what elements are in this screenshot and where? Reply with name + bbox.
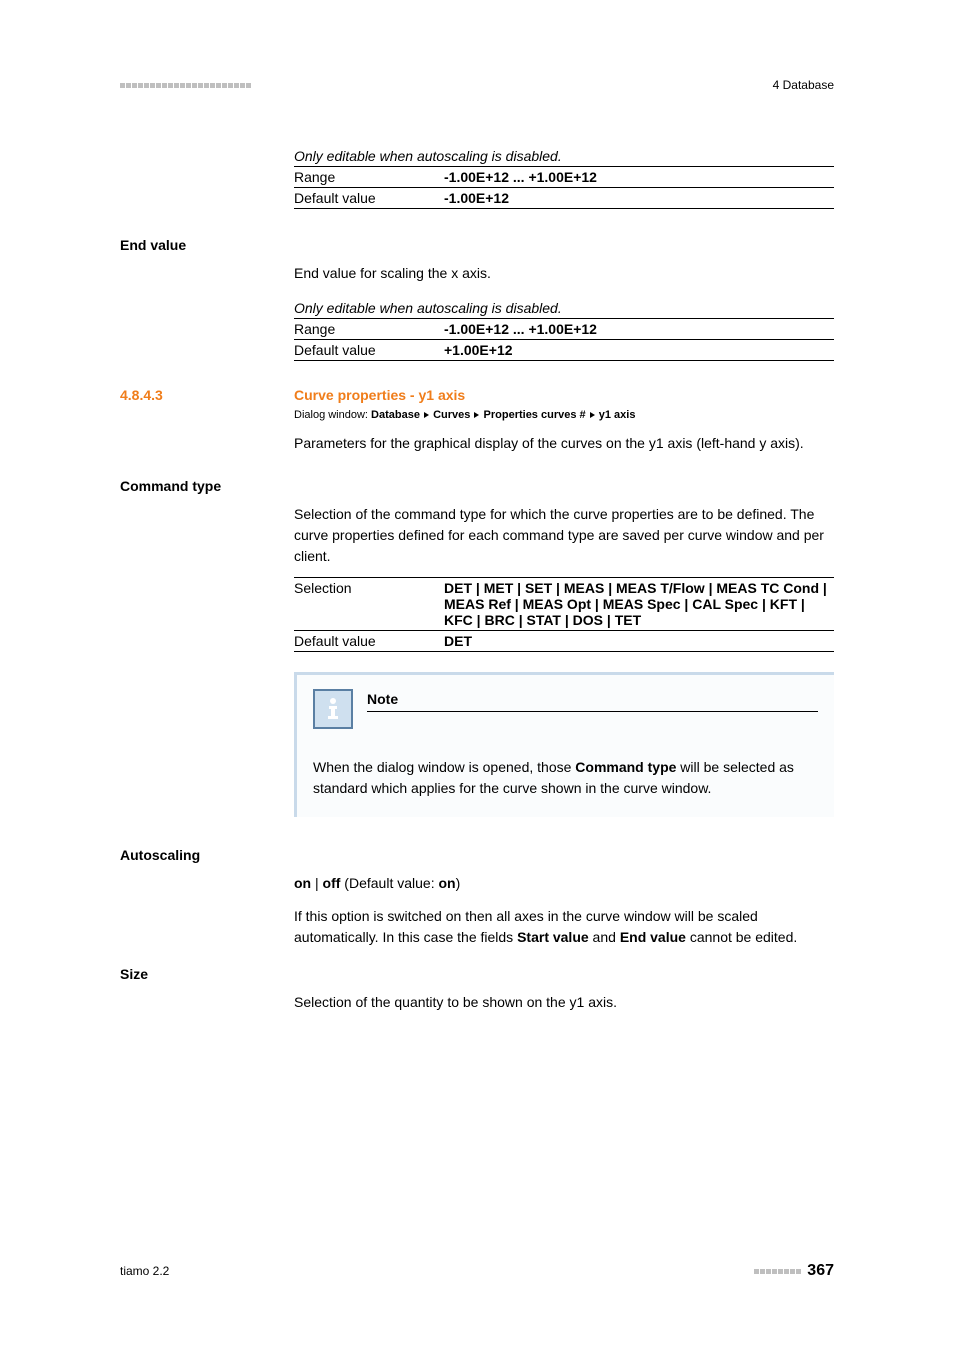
table-row: Default value +1.00E+12: [294, 339, 834, 360]
note-text-pre: When the dialog window is opened, those: [313, 759, 575, 775]
note-box: Note When the dialog window is opened, t…: [294, 672, 834, 817]
path-part: Properties curves #: [484, 409, 586, 421]
section-number: 4.8.4.3: [120, 387, 294, 403]
size-block: Selection of the quantity to be shown on…: [294, 966, 834, 1013]
autoscaling-block: on | off (Default value: on) If this opt…: [294, 847, 834, 948]
default-value: -1.00E+12: [444, 190, 834, 206]
end-value-label: End value: [120, 237, 186, 253]
option-on: on: [294, 875, 311, 891]
chevron-right-icon: [590, 412, 595, 418]
note-header: Note: [313, 689, 818, 729]
note-text-bold: Command type: [575, 759, 676, 775]
end-value-block: End value for scaling the x axis. Only e…: [294, 237, 834, 361]
start-value-table: Range -1.00E+12 ... +1.00E+12 Default va…: [294, 166, 834, 209]
page-footer: tiamo 2.2 367: [120, 1262, 834, 1280]
info-icon: [313, 689, 353, 729]
section-body: Dialog window: Database Curves Propertie…: [294, 409, 834, 454]
dialog-prefix: Dialog window:: [294, 409, 371, 421]
note-title-wrap: Note: [367, 691, 818, 712]
default-value: +1.00E+12: [444, 342, 834, 358]
default-pre: (Default value:: [340, 875, 438, 891]
table-row: Range -1.00E+12 ... +1.00E+12: [294, 319, 834, 339]
path-part: y1 axis: [599, 409, 636, 421]
chevron-right-icon: [424, 412, 429, 418]
range-label: Range: [294, 169, 444, 185]
command-type-desc: Selection of the command type for which …: [294, 504, 834, 567]
table-row: Selection DET | MET | SET | MEAS | MEAS …: [294, 578, 834, 630]
header-ornament: [120, 83, 251, 88]
end-value-note: Only editable when autoscaling is disabl…: [294, 300, 834, 316]
table-row: Range -1.00E+12 ... +1.00E+12: [294, 167, 834, 187]
range-value: -1.00E+12 ... +1.00E+12: [444, 169, 834, 185]
desc-mid: and: [589, 929, 620, 945]
range-value: -1.00E+12 ... +1.00E+12: [444, 321, 834, 337]
default-label: Default value: [294, 342, 444, 358]
command-type-block: Selection of the command type for which …: [294, 478, 834, 817]
size-label: Size: [120, 966, 148, 982]
command-type-label: Command type: [120, 478, 221, 494]
end-value-desc: End value for scaling the x axis.: [294, 263, 834, 284]
section-title: Curve properties - y1 axis: [294, 387, 465, 403]
option-off: off: [323, 875, 341, 891]
desc-b2: End value: [620, 929, 686, 945]
header-chapter: 4 Database: [773, 78, 834, 92]
page-header: 4 Database: [120, 78, 834, 92]
size-desc: Selection of the quantity to be shown on…: [294, 992, 834, 1013]
start-value-block: Only editable when autoscaling is disabl…: [294, 148, 834, 209]
section-intro: Parameters for the graphical display of …: [294, 433, 834, 454]
command-type-table: Selection DET | MET | SET | MEAS | MEAS …: [294, 577, 834, 652]
desc-post: cannot be edited.: [686, 929, 797, 945]
page-number: 367: [807, 1262, 834, 1280]
table-row: Default value DET: [294, 630, 834, 651]
default-label: Default value: [294, 190, 444, 206]
footer-right: 367: [754, 1262, 834, 1280]
start-value-note: Only editable when autoscaling is disabl…: [294, 148, 834, 164]
default-post: ): [456, 875, 461, 891]
table-row: Default value -1.00E+12: [294, 187, 834, 208]
section-heading: 4.8.4.3 Curve properties - y1 axis: [120, 387, 834, 403]
default-value: DET: [444, 633, 834, 649]
note-text: When the dialog window is opened, those …: [313, 757, 818, 799]
footer-ornament: [754, 1269, 801, 1274]
desc-b1: Start value: [517, 929, 589, 945]
range-label: Range: [294, 321, 444, 337]
autoscaling-options: on | off (Default value: on): [294, 873, 834, 894]
dialog-path: Dialog window: Database Curves Propertie…: [294, 409, 834, 421]
autoscaling-desc: If this option is switched on then all a…: [294, 906, 834, 948]
path-part: Curves: [433, 409, 470, 421]
note-title: Note: [367, 691, 398, 707]
default-label: Default value: [294, 633, 444, 649]
autoscaling-label: Autoscaling: [120, 847, 200, 863]
selection-value: DET | MET | SET | MEAS | MEAS T/Flow | M…: [444, 580, 834, 628]
chevron-right-icon: [474, 412, 479, 418]
default-val: on: [438, 875, 455, 891]
footer-product: tiamo 2.2: [120, 1264, 169, 1278]
end-value-table: Range -1.00E+12 ... +1.00E+12 Default va…: [294, 318, 834, 361]
path-part: Database: [371, 409, 420, 421]
selection-label: Selection: [294, 580, 444, 628]
